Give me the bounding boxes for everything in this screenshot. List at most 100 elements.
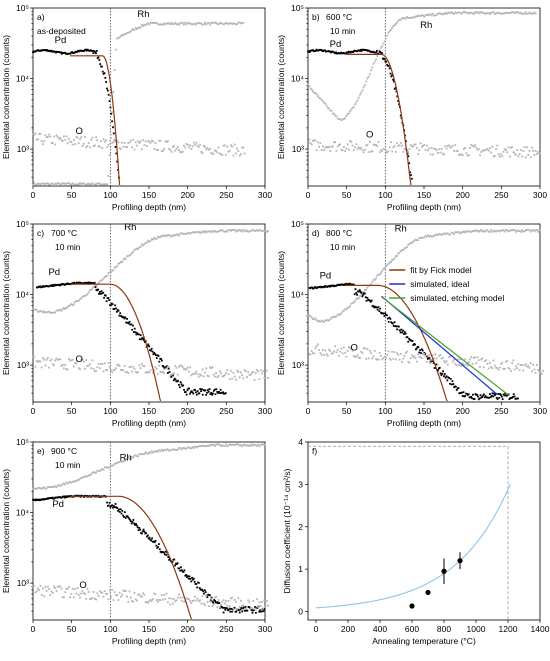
data-point xyxy=(128,457,131,460)
data-point xyxy=(376,274,379,277)
data-point xyxy=(92,144,95,147)
data-point xyxy=(65,368,68,370)
data-point xyxy=(420,236,423,239)
panel-label: e) xyxy=(37,446,45,456)
data-point xyxy=(178,383,180,386)
data-point xyxy=(342,117,345,120)
data-point xyxy=(44,487,47,490)
data-point xyxy=(387,150,390,153)
data-point xyxy=(490,229,493,231)
data-point xyxy=(38,360,41,362)
data-point xyxy=(252,371,255,373)
data-point xyxy=(488,147,491,150)
data-point xyxy=(160,371,163,374)
data-point xyxy=(406,16,408,18)
data-point xyxy=(351,349,354,352)
data-point xyxy=(314,91,317,94)
data-point xyxy=(476,394,479,396)
data-point xyxy=(409,357,412,360)
data-point xyxy=(542,369,544,372)
data-point xyxy=(443,232,446,235)
data-point xyxy=(119,460,122,463)
data-point xyxy=(103,140,106,143)
data-point xyxy=(316,320,319,323)
data-point xyxy=(140,148,143,151)
data-point xyxy=(168,558,171,561)
data-point xyxy=(171,561,174,563)
data-point xyxy=(67,304,70,307)
data-point xyxy=(338,313,340,316)
data-point xyxy=(130,522,133,525)
data-point xyxy=(419,349,422,352)
data-point xyxy=(523,364,526,367)
data-point xyxy=(207,444,210,447)
data-point xyxy=(199,599,201,602)
data-point xyxy=(150,347,153,350)
data-point xyxy=(264,377,267,379)
data-point xyxy=(105,81,108,83)
data-point xyxy=(85,146,88,149)
data-point xyxy=(149,240,152,242)
data-point xyxy=(371,66,374,69)
data-point xyxy=(524,229,527,232)
data-point xyxy=(54,587,57,589)
data-point xyxy=(163,234,166,237)
data-point xyxy=(74,143,76,146)
data-point xyxy=(136,144,138,147)
data-point xyxy=(217,230,220,233)
data-point xyxy=(211,600,214,603)
data-point xyxy=(212,444,215,446)
data-point xyxy=(470,356,473,359)
data-point xyxy=(500,229,502,232)
data-point xyxy=(202,23,205,26)
data-point xyxy=(153,148,156,150)
data-point xyxy=(137,529,140,532)
data-point xyxy=(115,367,117,370)
data-point xyxy=(54,485,57,488)
data-point xyxy=(32,184,34,186)
data-point xyxy=(108,100,111,102)
data-point xyxy=(84,184,86,186)
x-tick-label: 1200 xyxy=(499,624,518,634)
data-point xyxy=(391,150,394,153)
data-point xyxy=(48,183,50,186)
data-point xyxy=(102,183,105,186)
data-point xyxy=(408,148,411,151)
data-point xyxy=(267,229,269,232)
data-point xyxy=(208,388,211,390)
data-point xyxy=(179,151,182,153)
data-point xyxy=(85,49,88,52)
data-point xyxy=(399,141,402,144)
data-point xyxy=(258,378,261,381)
data-point xyxy=(216,606,219,609)
data-point xyxy=(518,369,521,372)
data-point xyxy=(34,591,37,594)
data-point xyxy=(428,354,431,357)
data-point xyxy=(157,600,159,603)
data-point xyxy=(492,11,495,14)
data-point xyxy=(537,230,540,233)
data-point xyxy=(98,59,101,61)
data-point xyxy=(189,232,192,235)
data-point xyxy=(147,140,149,142)
data-point xyxy=(211,444,214,446)
data-point xyxy=(75,183,78,186)
data-point xyxy=(35,360,38,362)
data-point xyxy=(52,284,55,287)
data-point xyxy=(495,366,497,369)
data-point xyxy=(500,363,502,366)
data-point xyxy=(209,393,212,395)
data-point xyxy=(333,112,335,115)
data-point xyxy=(106,501,108,504)
element-label-rh: Rh xyxy=(124,222,136,233)
data-point xyxy=(448,144,450,147)
data-point xyxy=(347,51,349,54)
data-point xyxy=(425,14,428,16)
data-point xyxy=(178,365,180,368)
data-point xyxy=(485,359,488,362)
data-point xyxy=(150,238,153,240)
data-point xyxy=(500,12,502,15)
data-point xyxy=(140,595,143,598)
data-point xyxy=(123,142,126,144)
data-point xyxy=(101,591,104,594)
